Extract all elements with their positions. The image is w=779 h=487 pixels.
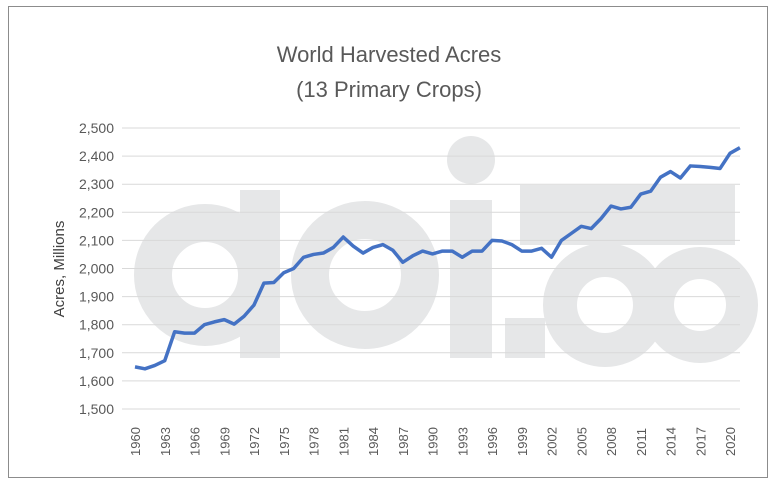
x-tick-label: 2014 [664, 427, 679, 456]
watermark-dot [505, 318, 545, 358]
y-axis-label: Acres, Millions [51, 221, 68, 318]
x-tick-label: 2020 [723, 427, 738, 456]
watermark-letter-a2 [543, 243, 667, 367]
y-tick-label: 2,300 [79, 176, 114, 192]
x-tick-label: 1981 [336, 427, 351, 456]
watermark-letter-i [450, 200, 492, 358]
watermark-premium-band [520, 185, 735, 245]
x-tick-label: 1996 [485, 427, 500, 456]
watermark-letter-a-stem [240, 190, 280, 358]
chart-frame [8, 6, 768, 478]
chart-title: World Harvested Acres [277, 42, 502, 67]
x-tick-label: 1984 [366, 427, 381, 456]
y-tick-label: 1,800 [79, 317, 114, 333]
x-tick-label: 2017 [693, 427, 708, 456]
y-tick-label: 1,700 [79, 345, 114, 361]
x-tick-label: 2005 [574, 427, 589, 456]
x-tick-label: 1972 [247, 427, 262, 456]
y-tick-label: 2,200 [79, 204, 114, 220]
y-tick-label: 1,500 [79, 401, 114, 417]
y-tick-label: 1,900 [79, 289, 114, 305]
y-tick-label: 2,100 [79, 232, 114, 248]
chart-subtitle: (13 Primary Crops) [296, 77, 482, 102]
x-tick-label: 1969 [217, 427, 232, 456]
x-tick-label: 1966 [188, 427, 203, 456]
x-tick-label: 1999 [515, 427, 530, 456]
x-tick-label: 1990 [426, 427, 441, 456]
x-tick-label: 2008 [604, 427, 619, 456]
y-tick-label: 2,500 [79, 120, 114, 136]
x-tick-label: 1963 [158, 427, 173, 456]
watermark-letter-i-dot [447, 136, 495, 184]
x-tick-label: 2011 [634, 428, 649, 456]
x-tick-label: 1975 [277, 427, 292, 456]
y-tick-label: 2,000 [79, 261, 114, 277]
series-line [134, 146, 741, 371]
watermark-letter-g [642, 247, 758, 363]
y-tick-label: 1,600 [79, 373, 114, 389]
x-tick-label: 2002 [545, 427, 560, 456]
x-tick-label: 1987 [396, 427, 411, 456]
x-tick-label: 1978 [307, 427, 322, 456]
x-tick-label: 1993 [455, 427, 470, 456]
x-tick-label: 1960 [128, 427, 143, 456]
y-tick-label: 2,400 [79, 148, 114, 164]
watermark-letter-e [291, 201, 439, 349]
